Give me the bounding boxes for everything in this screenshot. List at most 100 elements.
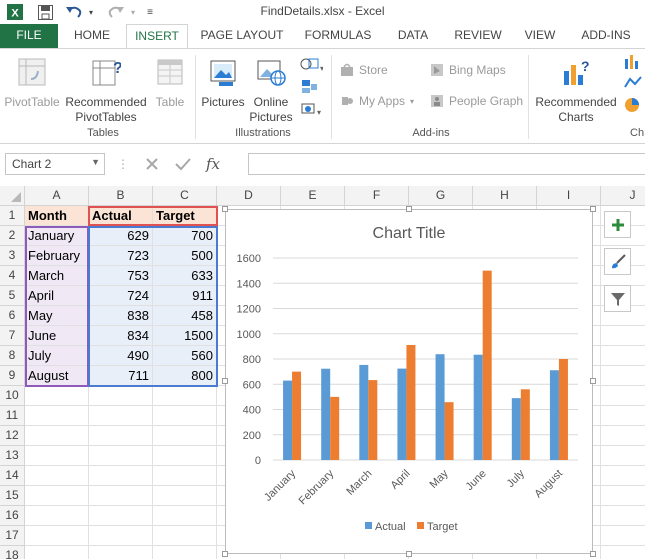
tab-file[interactable]: FILE [0,24,58,48]
table-cell[interactable]: 723 [89,246,153,266]
screenshot-button[interactable]: ▾ [296,99,326,121]
my-apps-dropdown-icon[interactable]: ▾ [410,96,415,106]
name-box-dropdown-icon[interactable]: ▼ [91,157,100,167]
recommended-charts-button[interactable]: ? Recommended Charts [532,57,620,125]
row-header[interactable]: 7 [0,326,25,346]
online-pictures-button[interactable]: Online Pictures [248,57,294,125]
undo-dropdown-icon[interactable]: ▾ [88,7,93,17]
column-header-f[interactable]: F [345,186,409,206]
chart-object[interactable]: Chart Title 0 200 400 600 800 1000 1200 1400 160… [225,209,593,554]
tab-view[interactable]: VIEW [524,28,556,42]
formula-input[interactable] [248,153,645,175]
bar-actual-may[interactable] [435,354,445,460]
resize-handle-right[interactable] [590,378,596,384]
table-cell[interactable]: 753 [89,266,153,286]
row-header[interactable]: 2 [0,226,25,246]
column-header-a[interactable]: A [25,186,89,206]
chart-filters-button[interactable] [604,285,631,312]
enter-check-icon[interactable] [174,156,192,172]
table-cell[interactable]: 490 [89,346,153,366]
table-cell[interactable]: 500 [153,246,217,266]
resize-handle-left[interactable] [222,378,228,384]
bar-actual-june[interactable] [473,354,483,460]
row-header[interactable]: 4 [0,266,25,286]
cell-b1[interactable]: Actual [89,206,153,226]
column-header-g[interactable]: G [409,186,473,206]
redo-icon[interactable] [104,3,128,21]
select-all-corner[interactable] [0,186,25,206]
redo-dropdown-icon[interactable]: ▾ [130,7,135,17]
table-cell[interactable]: July [25,346,89,366]
bar-actual-february[interactable] [321,368,331,460]
table-cell[interactable]: January [25,226,89,246]
column-header-c[interactable]: C [153,186,217,206]
bing-maps-button[interactable]: Bing Maps [430,63,506,77]
table-cell[interactable]: 711 [89,366,153,386]
bar-actual-august[interactable] [549,370,559,460]
name-box[interactable]: Chart 2 ▼ [5,153,105,175]
save-icon[interactable] [34,3,56,21]
column-header-e[interactable]: E [281,186,345,206]
table-cell[interactable]: February [25,246,89,266]
bar-actual-january[interactable] [283,380,293,460]
tab-page-layout[interactable]: PAGE LAYOUT [200,28,284,42]
my-apps-button[interactable]: My Apps ▾ [340,94,414,108]
column-header-j[interactable]: J [601,186,645,206]
column-header-b[interactable]: B [89,186,153,206]
pictures-button[interactable]: Pictures [199,57,247,110]
insert-function-fx-icon[interactable]: fx [206,155,221,173]
table-cell[interactable]: 724 [89,286,153,306]
tab-review[interactable]: REVIEW [454,28,502,42]
row-header[interactable]: 3 [0,246,25,266]
table-cell[interactable]: 633 [153,266,217,286]
row-header[interactable]: 9 [0,366,25,386]
column-header-i[interactable]: I [537,186,601,206]
table-cell[interactable]: March [25,266,89,286]
cancel-icon[interactable] [144,156,160,172]
resize-handle-top[interactable] [406,206,412,212]
bar-target-august[interactable] [558,359,568,460]
tab-add-ins[interactable]: ADD-INS [581,28,631,42]
bar-target-february[interactable] [330,396,340,460]
undo-icon[interactable] [62,3,86,21]
table-cell[interactable]: 800 [153,366,217,386]
table-cell[interactable]: April [25,286,89,306]
recommended-pivottables-button[interactable]: ? Recommended PivotTables [64,57,148,125]
table-cell[interactable]: 700 [153,226,217,246]
tab-home[interactable]: HOME [74,28,110,42]
bar-target-january[interactable] [292,371,302,460]
cell-c1[interactable]: Target [153,206,217,226]
row-header[interactable]: 15 [0,486,25,506]
row-header[interactable]: 16 [0,506,25,526]
plot-area-bars[interactable] [283,270,568,460]
pivottable-button[interactable]: PivotTable [4,57,60,110]
smartart-button[interactable] [296,77,326,99]
table-cell[interactable]: 1500 [153,326,217,346]
chart-styles-button[interactable] [604,248,631,275]
row-header[interactable]: 5 [0,286,25,306]
chart-type-gallery[interactable] [620,53,645,123]
table-cell[interactable]: 834 [89,326,153,346]
row-header[interactable]: 11 [0,406,25,426]
table-cell[interactable]: 629 [89,226,153,246]
table-cell[interactable]: 911 [153,286,217,306]
row-header[interactable]: 6 [0,306,25,326]
bar-target-june[interactable] [482,270,492,460]
tab-formulas[interactable]: FORMULAS [304,28,372,42]
bar-actual-july[interactable] [511,398,521,460]
row-header[interactable]: 1 [0,206,25,226]
table-cell[interactable]: May [25,306,89,326]
chart-elements-button[interactable] [604,211,631,238]
table-button[interactable]: Table [150,57,190,110]
tab-insert[interactable]: INSERT [126,24,188,49]
row-header[interactable]: 13 [0,446,25,466]
resize-handle-bottom[interactable] [406,551,412,557]
table-cell[interactable]: August [25,366,89,386]
resize-handle-bl[interactable] [222,551,228,557]
excel-logo-icon[interactable]: X [4,3,26,21]
row-header[interactable]: 8 [0,346,25,366]
chart-legend[interactable]: Actual Target [365,521,458,533]
table-cell[interactable]: 458 [153,306,217,326]
bar-target-july[interactable] [520,389,530,460]
people-graph-button[interactable]: People Graph [430,94,523,108]
